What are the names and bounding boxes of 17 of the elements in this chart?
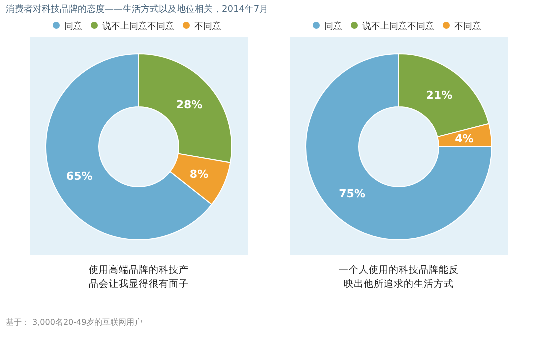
text: 使用高端品牌的科技产品会让我显得很有面子 bbox=[89, 264, 189, 290]
data-label: 65% bbox=[66, 170, 93, 183]
text: 基于： 3,000名20-49岁的互联网用户 bbox=[6, 318, 143, 327]
data-label: 4% bbox=[455, 132, 474, 146]
legend-label: 不同意 bbox=[194, 21, 222, 32]
legend-label: 同意 bbox=[324, 21, 342, 32]
data-label: 21% bbox=[426, 88, 453, 102]
donut-slice bbox=[306, 54, 492, 240]
legend-label: 说不上同意不同意 bbox=[102, 21, 174, 32]
data-label: 75% bbox=[339, 188, 366, 201]
legend-label: 不同意 bbox=[454, 21, 482, 32]
text: 一个人使用的科技品牌能反映出他所追求的生活方式 bbox=[339, 264, 459, 290]
legend-label: 同意 bbox=[64, 21, 82, 32]
chart-title: 消费者对科技品牌的态度——生活方式以及地位相关，2014年7月 bbox=[6, 4, 269, 15]
legend-label: 说不上同意不同意 bbox=[362, 21, 434, 32]
data-label: 28% bbox=[176, 98, 203, 112]
data-label: 8% bbox=[190, 168, 209, 181]
